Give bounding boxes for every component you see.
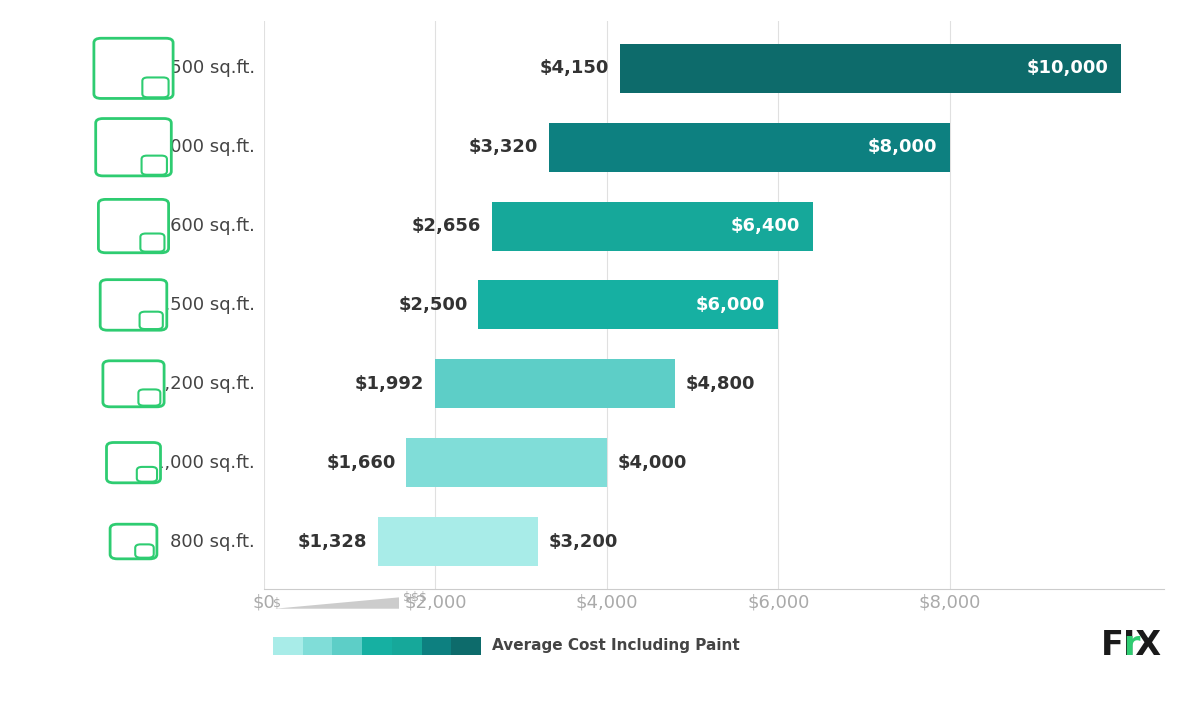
Text: $6,000: $6,000 (696, 296, 766, 314)
Text: 1,000 sq.ft.: 1,000 sq.ft. (154, 454, 256, 472)
Text: $6,400: $6,400 (731, 217, 799, 235)
Bar (548, 123, 949, 172)
Text: FIX: FIX (1102, 629, 1162, 662)
FancyBboxPatch shape (98, 199, 169, 253)
FancyBboxPatch shape (140, 547, 155, 554)
FancyBboxPatch shape (148, 79, 170, 94)
Bar (421, 637, 451, 655)
FancyBboxPatch shape (140, 233, 164, 252)
Text: $: $ (274, 597, 281, 610)
Text: 2,500 sq.ft.: 2,500 sq.ft. (152, 60, 256, 77)
Bar (332, 637, 362, 655)
Text: $$$: $$$ (403, 591, 427, 604)
FancyBboxPatch shape (138, 390, 161, 406)
Text: r: r (1123, 629, 1140, 662)
FancyBboxPatch shape (143, 469, 158, 478)
Bar (302, 637, 332, 655)
Text: $1,660: $1,660 (326, 454, 396, 472)
FancyBboxPatch shape (107, 442, 161, 483)
Bar (479, 280, 779, 329)
Bar (391, 637, 421, 655)
FancyBboxPatch shape (139, 312, 163, 329)
Text: $8,000: $8,000 (868, 138, 937, 156)
Polygon shape (275, 597, 398, 608)
Text: $3,200: $3,200 (548, 533, 618, 550)
Text: 1,200 sq.ft.: 1,200 sq.ft. (154, 375, 256, 393)
Bar (451, 637, 481, 655)
FancyBboxPatch shape (103, 361, 164, 407)
FancyBboxPatch shape (145, 235, 166, 248)
FancyBboxPatch shape (146, 157, 169, 171)
Bar (407, 438, 607, 487)
Bar (378, 517, 539, 566)
Bar (362, 637, 391, 655)
Text: $4,150: $4,150 (540, 60, 610, 77)
Text: $4,000: $4,000 (617, 454, 686, 472)
FancyBboxPatch shape (144, 391, 161, 402)
Text: $1,992: $1,992 (355, 375, 425, 393)
Text: 1,500 sq.ft.: 1,500 sq.ft. (154, 296, 256, 314)
Text: 800 sq.ft.: 800 sq.ft. (170, 533, 256, 550)
FancyBboxPatch shape (96, 118, 172, 176)
FancyBboxPatch shape (101, 280, 167, 330)
FancyBboxPatch shape (110, 524, 157, 559)
Bar (434, 360, 676, 408)
FancyBboxPatch shape (137, 467, 157, 482)
FancyBboxPatch shape (142, 156, 167, 175)
FancyBboxPatch shape (145, 313, 164, 326)
FancyBboxPatch shape (136, 545, 154, 558)
Text: $2,656: $2,656 (412, 217, 481, 235)
Text: 1,600 sq.ft.: 1,600 sq.ft. (154, 217, 256, 235)
Text: $1,328: $1,328 (298, 533, 367, 550)
Bar (492, 202, 812, 250)
Text: $4,800: $4,800 (685, 375, 755, 393)
Text: Average Cost Including Paint: Average Cost Including Paint (492, 638, 739, 653)
FancyBboxPatch shape (143, 78, 168, 97)
Bar (619, 44, 1121, 93)
Text: 2,000 sq.ft.: 2,000 sq.ft. (154, 138, 256, 156)
Text: $10,000: $10,000 (1026, 60, 1109, 77)
Text: $3,320: $3,320 (469, 138, 539, 156)
FancyBboxPatch shape (94, 39, 173, 98)
Bar (274, 637, 302, 655)
Text: $2,500: $2,500 (398, 296, 468, 314)
